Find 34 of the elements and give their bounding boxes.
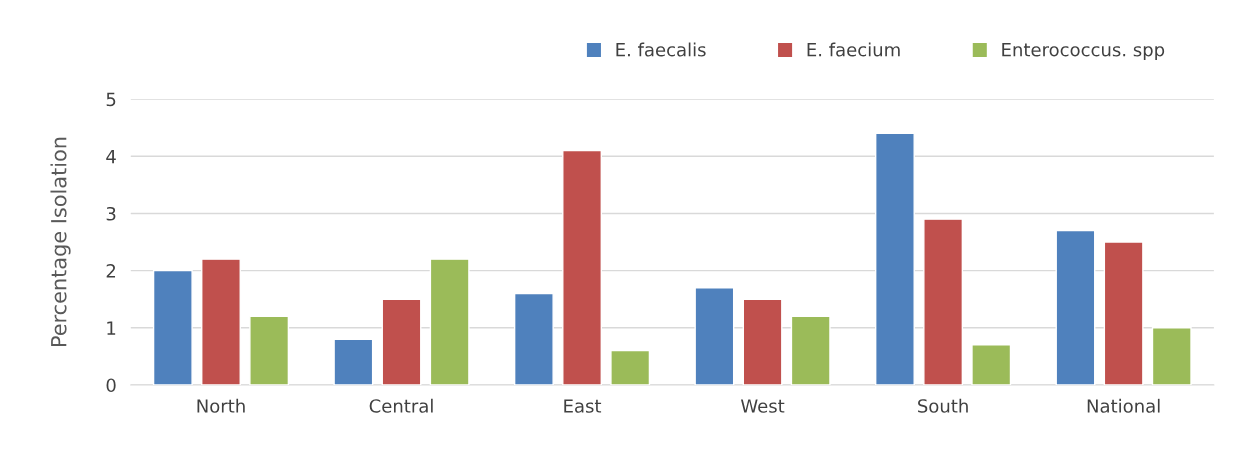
bar — [333, 338, 374, 385]
bar — [790, 315, 831, 385]
bar — [1055, 229, 1096, 385]
y-axis-title: Percentage Isolation — [50, 137, 71, 346]
bar — [152, 269, 193, 385]
legend-label: E. faecium — [807, 42, 900, 57]
bar — [201, 258, 241, 385]
x-tick-label: South — [918, 398, 968, 413]
legend-label: E. faecalis — [616, 42, 706, 57]
bar — [249, 315, 290, 385]
bar — [1103, 241, 1144, 385]
bar — [874, 132, 915, 385]
x-tick-label: Central — [369, 398, 433, 413]
bar — [610, 349, 651, 385]
bar — [1151, 327, 1192, 385]
y-tick-label: 1 — [107, 321, 116, 335]
y-tick-label: 5 — [106, 92, 116, 107]
y-tick-label: 0 — [106, 378, 116, 393]
bar — [742, 298, 783, 385]
bar — [429, 258, 470, 385]
y-tick-label: 2 — [106, 264, 116, 278]
x-tick-label: National — [1087, 398, 1160, 413]
x-tick-label: West — [740, 399, 785, 413]
bar — [381, 298, 422, 385]
bar — [562, 149, 602, 385]
y-tick-label: 3 — [106, 206, 116, 221]
x-tick-label: East — [564, 399, 602, 413]
bar — [971, 344, 1012, 385]
bar — [923, 218, 964, 385]
y-tick-label: 4 — [106, 149, 116, 164]
bar — [513, 292, 554, 385]
legend-label: Enterococcus. spp — [1002, 43, 1165, 60]
x-tick-label: North — [197, 398, 245, 413]
bar — [694, 287, 735, 385]
